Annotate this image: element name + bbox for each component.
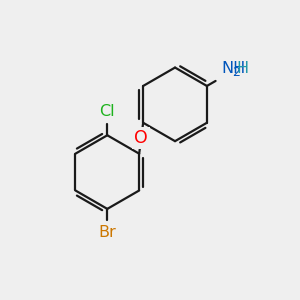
Text: Cl: Cl xyxy=(100,104,115,119)
Text: 2: 2 xyxy=(232,66,239,79)
Text: Br: Br xyxy=(98,225,116,240)
Text: O: O xyxy=(134,129,148,147)
Text: H: H xyxy=(236,61,248,76)
Text: NH: NH xyxy=(222,61,246,76)
